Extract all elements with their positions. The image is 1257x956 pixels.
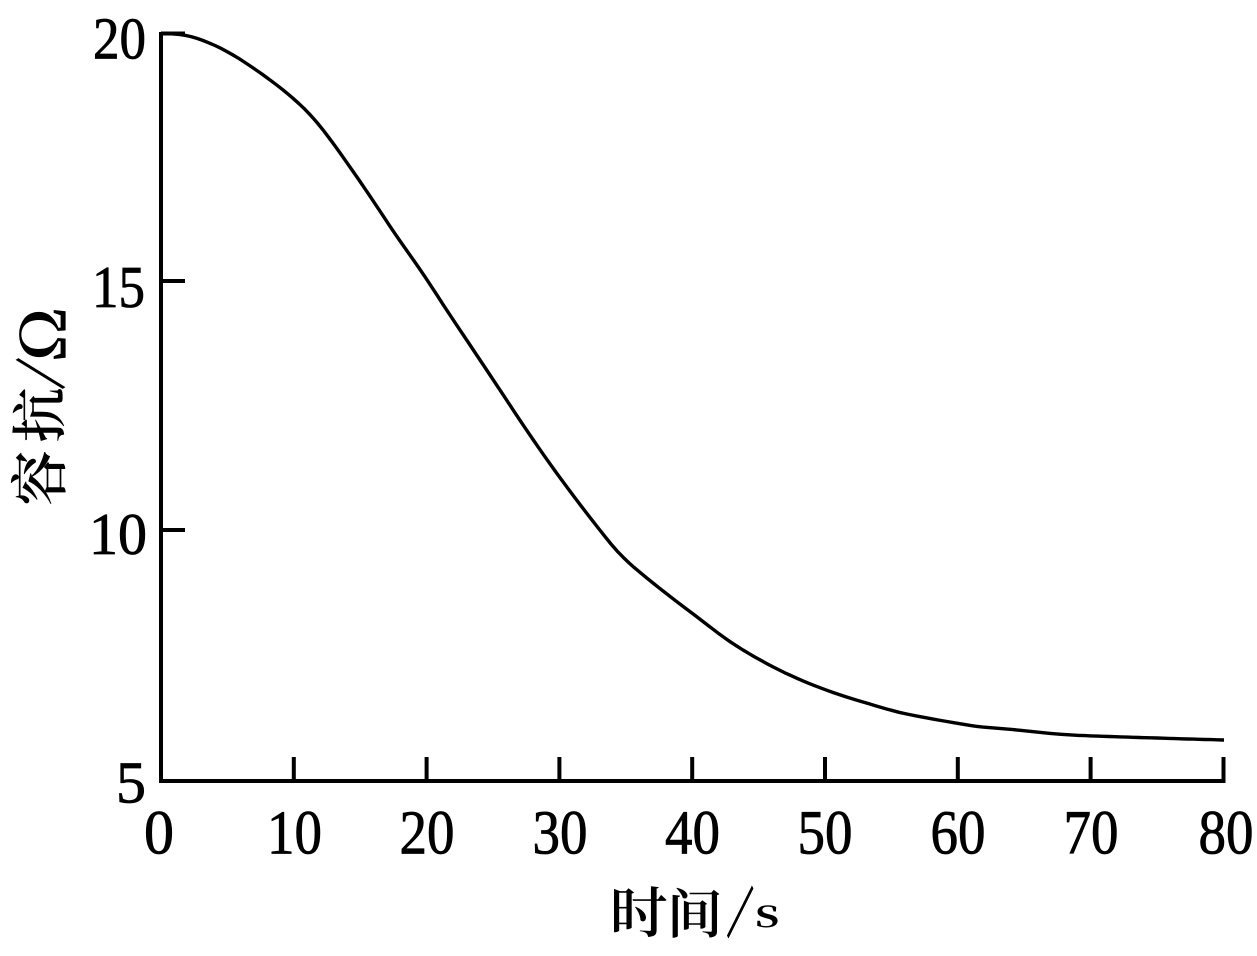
svg-text:10: 10 xyxy=(89,501,147,567)
svg-text:15: 15 xyxy=(92,254,145,320)
svg-text:60: 60 xyxy=(931,800,986,868)
svg-text:50: 50 xyxy=(798,800,853,868)
svg-text:20: 20 xyxy=(400,800,455,868)
svg-text:0: 0 xyxy=(144,800,174,868)
svg-text:30: 30 xyxy=(533,800,588,868)
svg-text:5: 5 xyxy=(116,750,146,816)
svg-text:20: 20 xyxy=(93,6,146,72)
svg-text:80: 80 xyxy=(1199,800,1254,868)
svg-text:70: 70 xyxy=(1064,800,1119,868)
svg-text:10: 10 xyxy=(267,800,322,868)
svg-text:40: 40 xyxy=(665,800,720,868)
